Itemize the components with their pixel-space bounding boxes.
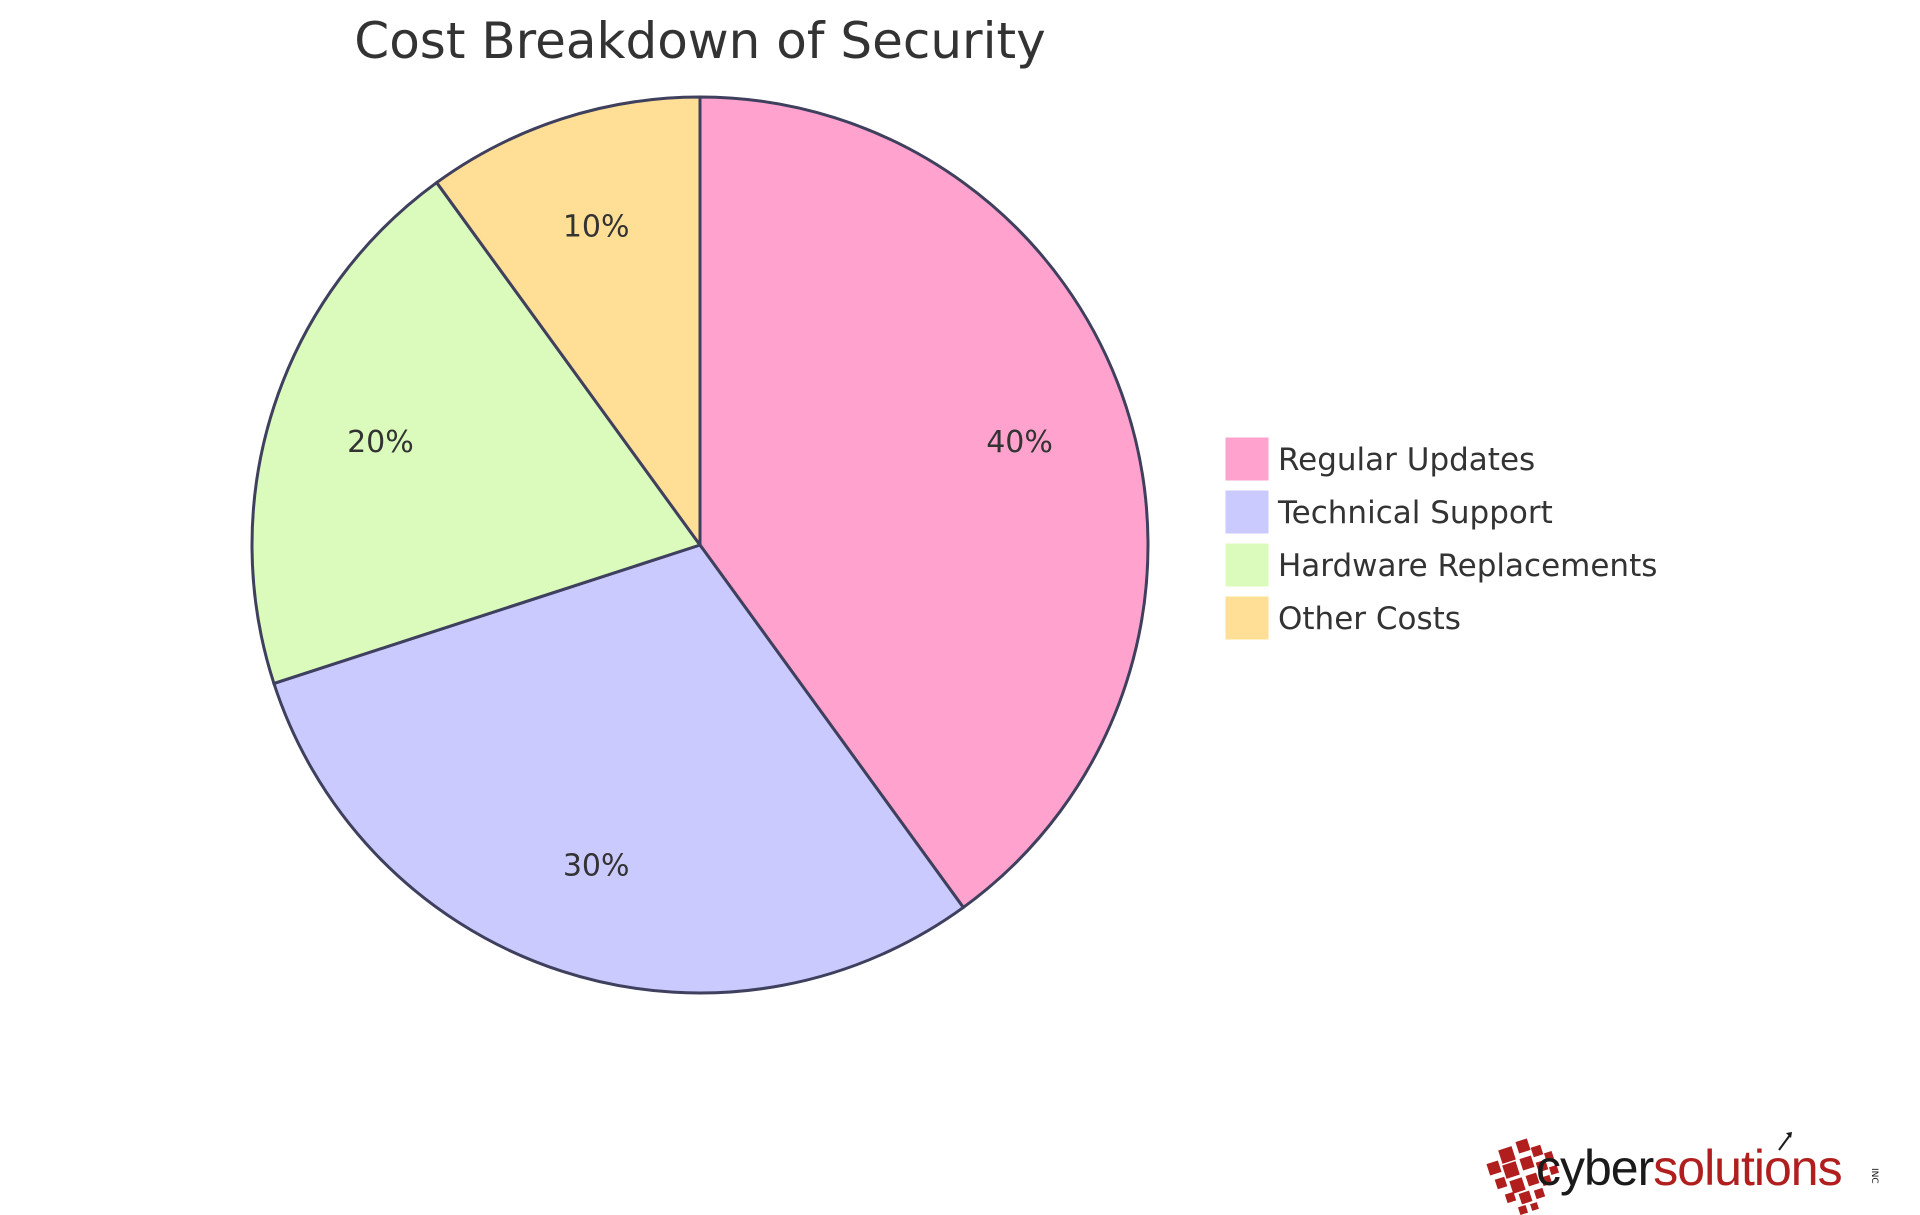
chart-title: Cost Breakdown of Security [354, 12, 1045, 70]
logo-suffix: INC [1869, 1168, 1879, 1184]
logo-square-icon [1504, 1191, 1517, 1204]
pie-slice-technical-support [272, 543, 966, 995]
logo-mark-icon [1486, 1138, 1560, 1215]
legend-swatch-regular-updates [1224, 436, 1270, 482]
legend-swatch-hardware-replacements [1224, 542, 1270, 588]
logo-arrow-icon [1778, 1134, 1791, 1151]
logo-square-icon [1530, 1144, 1544, 1158]
pie-slice-regular-updates [698, 95, 1150, 910]
logo-text-cyber: cyber [1536, 1140, 1654, 1196]
logo-square-icon [1530, 1202, 1539, 1211]
logo-square-icon [1540, 1174, 1553, 1187]
logo-square-icon [1486, 1160, 1502, 1176]
logo-square-icon [1517, 1204, 1529, 1215]
legend-swatch-technical-support [1224, 489, 1270, 535]
logo-square-icon [1525, 1172, 1540, 1187]
cybersolutions-logo: cybersolutions INC [1486, 1132, 1879, 1215]
logo-text-solutions: solutions [1653, 1140, 1841, 1196]
logo-square-icon [1518, 1190, 1533, 1205]
logo-square-icon [1494, 1176, 1508, 1190]
pie-slice-hardware-replacements [250, 180, 703, 686]
logo-square-icon [1519, 1155, 1535, 1171]
legend-label-hardware-replacements: Hardware Replacements [1278, 548, 1657, 584]
logo-square-icon [1535, 1159, 1549, 1173]
logo-square-icon [1509, 1177, 1526, 1194]
slice-label-regular-updates: 40% [986, 425, 1053, 460]
legend: Regular Updates Technical Support Hardware… [1224, 436, 1657, 641]
logo-square-icon [1498, 1146, 1516, 1164]
logo-square-icon [1515, 1138, 1531, 1154]
logo-wordmark: cybersolutions [1536, 1140, 1842, 1196]
slice-label-hardware-replacements: 20% [347, 425, 414, 460]
logo-square-icon [1543, 1150, 1555, 1162]
legend-swatch-other-costs [1224, 595, 1270, 641]
pie-slice-other-costs [434, 95, 702, 550]
pie-slices [250, 95, 1150, 995]
legend-label-other-costs: Other Costs [1278, 601, 1461, 637]
pie-slice-labels: 40% 30% 20% 10% [347, 209, 1053, 883]
logo-square-icon [1533, 1187, 1546, 1200]
logo-arrow-head-icon [1786, 1132, 1792, 1138]
slice-label-technical-support: 30% [563, 849, 630, 884]
logo-square-icon [1502, 1161, 1520, 1179]
legend-label-regular-updates: Regular Updates [1278, 442, 1535, 478]
slice-label-other-costs: 10% [563, 209, 630, 244]
logo-square-icon [1548, 1164, 1560, 1176]
legend-label-technical-support: Technical Support [1277, 495, 1553, 531]
